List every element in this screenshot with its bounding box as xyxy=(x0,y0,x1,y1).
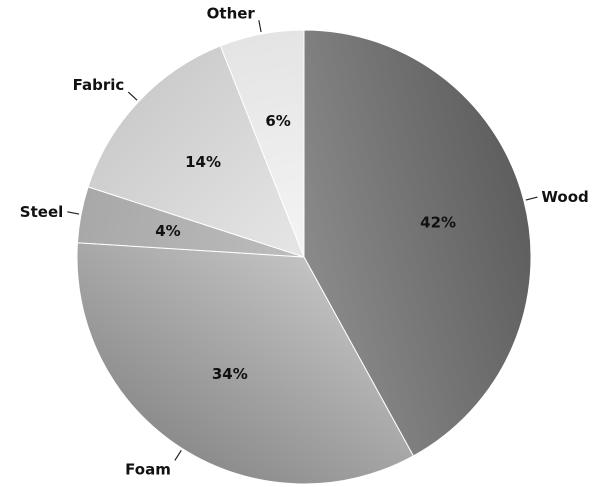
category-labels: Wood Foam Steel Fabric Other xyxy=(20,4,589,478)
leader-line-fabric xyxy=(127,91,138,101)
leader-line-steel xyxy=(67,211,80,215)
leader-line-foam xyxy=(174,450,182,461)
category-label-wood: Wood xyxy=(541,188,588,206)
percent-label-fabric: 14% xyxy=(185,153,221,171)
percent-label-foam: 34% xyxy=(212,365,248,383)
percent-label-wood: 42% xyxy=(420,214,456,232)
percent-label-other: 6% xyxy=(265,112,290,130)
category-label-other: Other xyxy=(207,4,256,22)
slice-other xyxy=(219,29,305,258)
pie-slices xyxy=(76,29,532,485)
slice-fabric xyxy=(87,45,305,258)
slice-foam xyxy=(76,242,415,485)
leader-line-wood xyxy=(525,196,538,201)
leader-line-other xyxy=(258,20,262,33)
percent-label-steel: 4% xyxy=(155,222,180,240)
slice-wood xyxy=(303,29,532,457)
category-label-foam: Foam xyxy=(125,460,171,478)
category-label-steel: Steel xyxy=(20,203,63,221)
percent-labels: 42% 34% 4% 14% 6% xyxy=(155,112,456,383)
category-label-fabric: Fabric xyxy=(73,76,125,94)
